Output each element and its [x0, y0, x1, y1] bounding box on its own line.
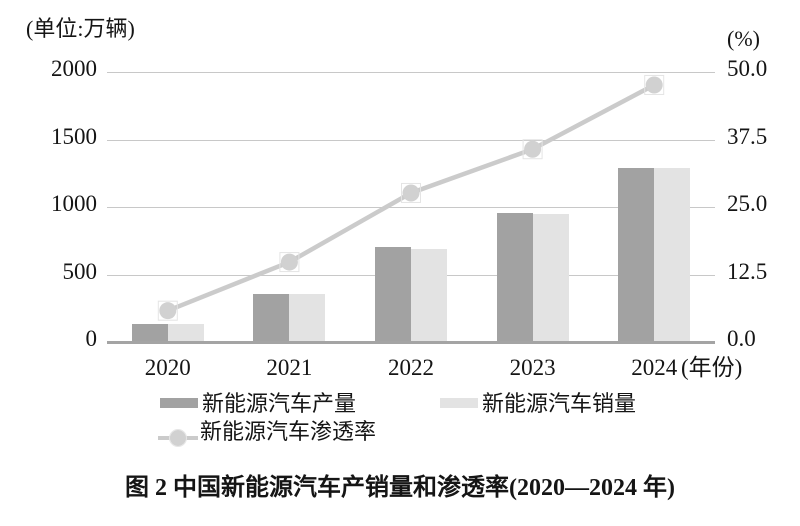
right-axis-tick-label: 12.5 [727, 258, 768, 284]
left-axis-tick-label: 2000 [51, 56, 97, 81]
left-axis-tick-label: 0 [85, 326, 98, 351]
sales-swatch-icon [440, 398, 478, 408]
gridline [107, 139, 715, 141]
penetration-point [280, 253, 298, 271]
sales-bar [167, 323, 204, 342]
legend-penetration-label: 新能源汽车渗透率 [200, 419, 377, 444]
penetration-point-halo [401, 182, 421, 203]
right-axis-tick-label: 37.5 [727, 123, 768, 149]
x-axis-tick-label: 2024 [631, 355, 678, 380]
sales-bar [411, 249, 447, 342]
right-axis-tick-label: 50.0 [727, 56, 768, 81]
x-axis-suffix-label: (年份) [681, 355, 743, 380]
right-axis-tick-label: 0.0 [727, 326, 756, 351]
x-axis-tick-label: 2020 [144, 355, 191, 380]
penetration-point [159, 302, 177, 320]
production-bar [131, 323, 168, 342]
x-axis-tick-label: 2021 [266, 355, 313, 380]
left-axis-tick-label: 500 [62, 258, 98, 284]
production-swatch-icon [160, 398, 198, 408]
penetration-point [402, 184, 420, 202]
penetration-point-halo [279, 252, 300, 273]
dot-marker-icon [169, 429, 187, 447]
sales-bar [654, 168, 691, 342]
left-axis-unit-label: (单位:万辆) [26, 16, 135, 41]
legend-sales-label: 新能源汽车销量 [482, 391, 637, 416]
sales-bar [532, 213, 569, 342]
production-bar [253, 294, 290, 342]
penetration-point-halo [157, 300, 178, 321]
gridline [107, 72, 715, 73]
right-axis-tick-label: 25.0 [727, 191, 768, 216]
x-axis-line [107, 341, 715, 344]
legend-production-label: 新能源汽车产量 [202, 391, 357, 416]
x-axis-tick-label: 2022 [388, 355, 434, 380]
figure-caption: 图 2 中国新能源汽车产销量和渗透率(2020—2024 年) [125, 475, 675, 501]
production-bar [618, 168, 655, 342]
production-bar [496, 212, 533, 342]
left-axis-tick-label: 1500 [51, 123, 97, 149]
production-bar [375, 246, 411, 342]
right-axis-unit-label: (%) [727, 26, 760, 51]
sales-bar [289, 294, 326, 342]
penetration-point [524, 140, 542, 158]
penetration-point [645, 76, 663, 94]
left-axis-tick-label: 1000 [51, 191, 97, 216]
x-axis-tick-label: 2023 [509, 355, 556, 380]
penetration-point-halo [644, 74, 665, 95]
penetration-point-halo [522, 139, 543, 160]
